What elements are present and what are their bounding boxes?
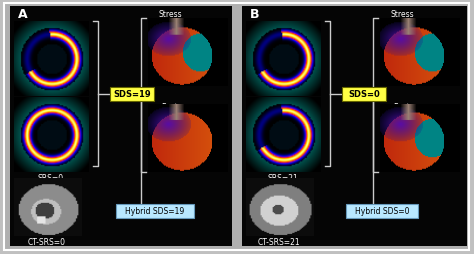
Bar: [346, 204, 418, 218]
Bar: [242, 7, 467, 246]
Text: Stress: Stress: [390, 10, 414, 19]
Text: Hybrid SDS=19: Hybrid SDS=19: [126, 207, 185, 216]
Text: Rest: Rest: [162, 103, 178, 112]
Text: Rest: Rest: [393, 103, 410, 112]
Text: SSS=19: SSS=19: [36, 98, 66, 107]
Text: B: B: [250, 8, 259, 21]
Text: SSS=21: SSS=21: [268, 98, 298, 107]
Text: SRS=21: SRS=21: [268, 173, 298, 182]
Text: SDS=19: SDS=19: [113, 90, 151, 99]
Text: CT-SRS=21: CT-SRS=21: [258, 237, 301, 246]
Text: SRS=0: SRS=0: [38, 173, 64, 182]
Text: Stress: Stress: [158, 10, 182, 19]
Text: Hybrid SDS=0: Hybrid SDS=0: [355, 207, 409, 216]
Text: SDS=0: SDS=0: [348, 90, 380, 99]
Bar: [116, 204, 194, 218]
Bar: [110, 87, 154, 101]
Bar: [10, 7, 232, 246]
Bar: [342, 87, 386, 101]
Text: A: A: [18, 8, 27, 21]
Text: CT-SRS=0: CT-SRS=0: [28, 237, 66, 246]
